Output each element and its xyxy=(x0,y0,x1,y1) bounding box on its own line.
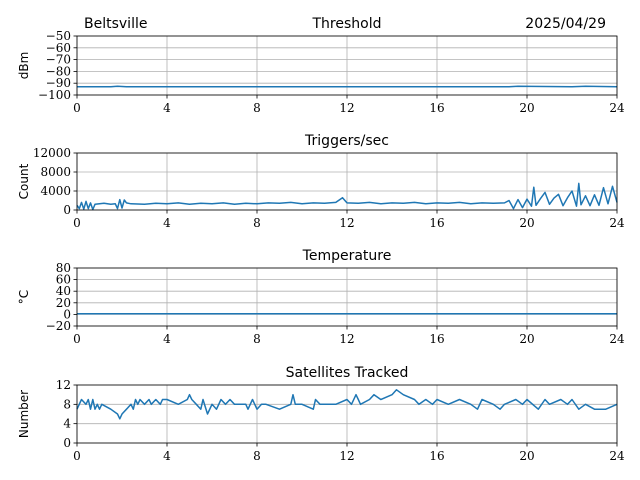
x-tick-label: 0 xyxy=(73,216,81,230)
x-tick-label: 24 xyxy=(609,101,625,115)
y-tick-label: 0 xyxy=(63,203,71,217)
y-tick-label: 20 xyxy=(56,296,71,310)
y-tick-label: 0 xyxy=(63,436,71,450)
x-tick-label: 8 xyxy=(253,216,261,230)
x-tick-label: 0 xyxy=(73,332,81,346)
y-tick-label: −100 xyxy=(38,88,71,102)
x-tick-label: 12 xyxy=(339,449,354,463)
x-tick-label: 16 xyxy=(429,216,444,230)
chart-panels: 0 4 8 12 16 20 24 −100−90−80−70−60−50 Threshold d… xyxy=(17,16,625,463)
satellites-tracked-panel: 0 4 8 12 16 20 24 0 4 8 12 Satellites Tracked Number xyxy=(17,365,625,463)
satellites-tracked-ylabel: Number xyxy=(17,390,31,438)
x-tick-label: 8 xyxy=(253,101,261,115)
y-tick-label: 4 xyxy=(63,417,71,431)
y-tick-label: −20 xyxy=(46,319,71,333)
x-tick-label: 12 xyxy=(339,216,354,230)
triggers-sec-title: Triggers/sec xyxy=(304,133,389,149)
x-tick-label: 8 xyxy=(253,449,261,463)
x-tick-label: 20 xyxy=(519,449,534,463)
x-tick-label: 24 xyxy=(609,216,625,230)
y-tick-label: 4000 xyxy=(40,184,71,198)
y-tick-label: −60 xyxy=(46,41,71,55)
x-tick-label: 4 xyxy=(163,332,171,346)
y-tick-label: 80 xyxy=(56,261,71,275)
x-tick-label: 16 xyxy=(429,449,444,463)
x-tick-label: 16 xyxy=(429,101,444,115)
y-tick-label: −50 xyxy=(46,29,71,43)
triggers-sec-panel: 0 4 8 12 16 20 24 0 4000 8000 12000 Triggers/sec Cou… xyxy=(17,133,625,230)
y-tick-label: 12 xyxy=(56,378,71,392)
satellites-tracked-series-line xyxy=(76,389,618,420)
threshold-title: Threshold xyxy=(312,16,382,32)
threshold-series-line xyxy=(77,85,618,88)
temperature-ylabel: °C xyxy=(17,290,31,304)
x-tick-label: 12 xyxy=(339,101,354,115)
x-tick-label: 8 xyxy=(253,332,261,346)
x-tick-label: 16 xyxy=(429,332,444,346)
y-tick-label: 8000 xyxy=(40,165,71,179)
x-tick-label: 4 xyxy=(163,101,171,115)
y-tick-label: 8 xyxy=(63,397,71,411)
x-tick-label: 4 xyxy=(163,449,171,463)
y-tick-label: 12000 xyxy=(33,146,71,160)
y-tick-label: −90 xyxy=(46,76,71,90)
location-label: Beltsville xyxy=(84,16,147,32)
temperature-title: Temperature xyxy=(302,248,392,264)
x-tick-label: 24 xyxy=(609,332,625,346)
x-tick-label: 20 xyxy=(519,332,534,346)
y-tick-label: −70 xyxy=(46,53,71,67)
triggers-sec-series-line xyxy=(76,182,618,211)
y-tick-label: 40 xyxy=(56,284,71,298)
x-tick-label: 20 xyxy=(519,216,534,230)
x-tick-label: 12 xyxy=(339,332,354,346)
x-tick-label: 0 xyxy=(73,449,81,463)
y-tick-label: 60 xyxy=(56,273,71,287)
x-tick-label: 4 xyxy=(163,216,171,230)
x-tick-label: 24 xyxy=(609,449,625,463)
date-label: 2025/04/29 xyxy=(525,16,606,32)
satellites-tracked-title: Satellites Tracked xyxy=(286,365,409,381)
threshold-ylabel: dBm xyxy=(17,52,31,80)
triggers-sec-ylabel: Count xyxy=(17,163,31,199)
x-tick-label: 0 xyxy=(73,101,81,115)
threshold-panel: 0 4 8 12 16 20 24 −100−90−80−70−60−50 Threshold d… xyxy=(17,16,625,115)
y-tick-label: −80 xyxy=(46,64,71,78)
x-tick-label: 20 xyxy=(519,101,534,115)
y-tick-label: 0 xyxy=(63,307,71,321)
